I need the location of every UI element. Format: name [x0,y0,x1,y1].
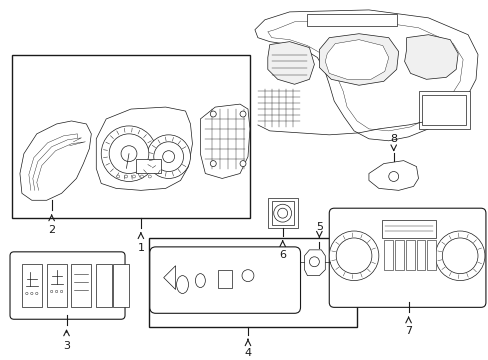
Circle shape [242,270,253,282]
Polygon shape [200,104,249,179]
Text: 7: 7 [404,326,411,336]
Circle shape [36,292,38,295]
Bar [418,91,469,129]
Circle shape [121,146,137,162]
Polygon shape [254,10,477,141]
Text: 5: 5 [315,222,322,232]
Polygon shape [267,20,462,131]
Bar [394,240,403,270]
Ellipse shape [195,274,205,288]
Bar [307,14,396,26]
Text: 3: 3 [63,341,70,351]
Ellipse shape [176,276,188,293]
FancyBboxPatch shape [149,247,300,313]
Circle shape [132,175,135,178]
Circle shape [148,175,151,178]
Bar [422,95,465,125]
Bar [12,54,249,218]
Polygon shape [404,35,457,79]
Circle shape [116,175,120,178]
FancyBboxPatch shape [328,208,485,307]
Polygon shape [267,42,314,84]
Polygon shape [304,250,325,276]
Circle shape [153,142,183,171]
Bar [136,159,161,172]
Circle shape [101,126,157,181]
Circle shape [309,257,319,267]
Bar [381,220,435,238]
Bar [71,264,91,307]
Circle shape [441,238,477,274]
FancyBboxPatch shape [10,252,125,319]
Bar [405,240,414,270]
Polygon shape [96,107,192,190]
Bar [218,270,232,288]
Circle shape [140,175,143,178]
Circle shape [60,290,62,293]
Bar [271,201,293,225]
Bar [148,238,356,327]
Text: 4: 4 [244,348,251,358]
Bar [113,264,129,307]
Circle shape [240,111,245,117]
Polygon shape [325,40,388,79]
Bar [416,240,425,270]
Circle shape [55,290,58,293]
Circle shape [210,161,216,167]
Bar [267,198,297,228]
Circle shape [328,231,378,280]
Bar [427,240,435,270]
Text: 2: 2 [48,225,55,235]
Bar [47,264,66,307]
Circle shape [388,171,398,181]
Circle shape [31,292,33,295]
Circle shape [163,151,174,163]
Circle shape [109,134,148,174]
Text: 8: 8 [389,134,396,144]
Circle shape [146,135,190,179]
Text: 1: 1 [137,243,144,253]
Circle shape [273,204,291,222]
Text: 6: 6 [279,250,285,260]
Polygon shape [368,161,418,190]
Bar [22,264,41,307]
Polygon shape [20,121,91,200]
Bar [383,240,392,270]
Polygon shape [163,266,175,289]
Circle shape [277,208,287,218]
Circle shape [434,231,484,280]
Bar [96,264,112,307]
Circle shape [50,290,53,293]
Circle shape [210,111,216,117]
Polygon shape [319,34,398,85]
Circle shape [336,238,371,274]
Circle shape [26,292,28,295]
Circle shape [240,161,245,167]
Circle shape [124,175,127,178]
